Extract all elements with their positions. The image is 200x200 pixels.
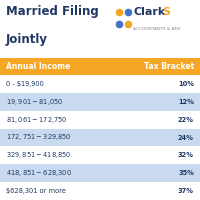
Text: $628,301 or more: $628,301 or more [6, 188, 66, 194]
Text: 10%: 10% [178, 81, 194, 87]
Text: $172,751 - $329,850: $172,751 - $329,850 [6, 132, 72, 142]
Text: 12%: 12% [178, 99, 194, 105]
Bar [0, 93, 200, 111]
Bar [0, 146, 200, 164]
Text: 24%: 24% [178, 134, 194, 140]
Text: 0 - $19,900: 0 - $19,900 [6, 81, 44, 87]
Text: Annual Income: Annual Income [6, 62, 70, 71]
Bar [0, 182, 200, 200]
Text: Tax Bracket: Tax Bracket [144, 62, 194, 71]
Text: Married Filing: Married Filing [6, 5, 99, 18]
Bar [0, 75, 200, 93]
Text: $418,851 - $628,300: $418,851 - $628,300 [6, 168, 72, 178]
Text: $81,061 - $172,750: $81,061 - $172,750 [6, 115, 68, 125]
Text: 22%: 22% [178, 117, 194, 123]
Text: ACCOUNTANTS & ADV: ACCOUNTANTS & ADV [133, 27, 181, 31]
Bar [0, 164, 200, 182]
Bar [0, 111, 200, 129]
Text: 32%: 32% [178, 152, 194, 158]
Text: 35%: 35% [178, 170, 194, 176]
Text: 37%: 37% [178, 188, 194, 194]
Text: Clark: Clark [133, 7, 165, 17]
Text: $19,901 - $81,050: $19,901 - $81,050 [6, 97, 63, 107]
Text: S: S [163, 7, 171, 17]
Text: $329,851 - $418,850: $329,851 - $418,850 [6, 150, 72, 160]
Text: Jointly: Jointly [6, 33, 48, 46]
Bar [0, 129, 200, 146]
Bar [0, 58, 200, 75]
